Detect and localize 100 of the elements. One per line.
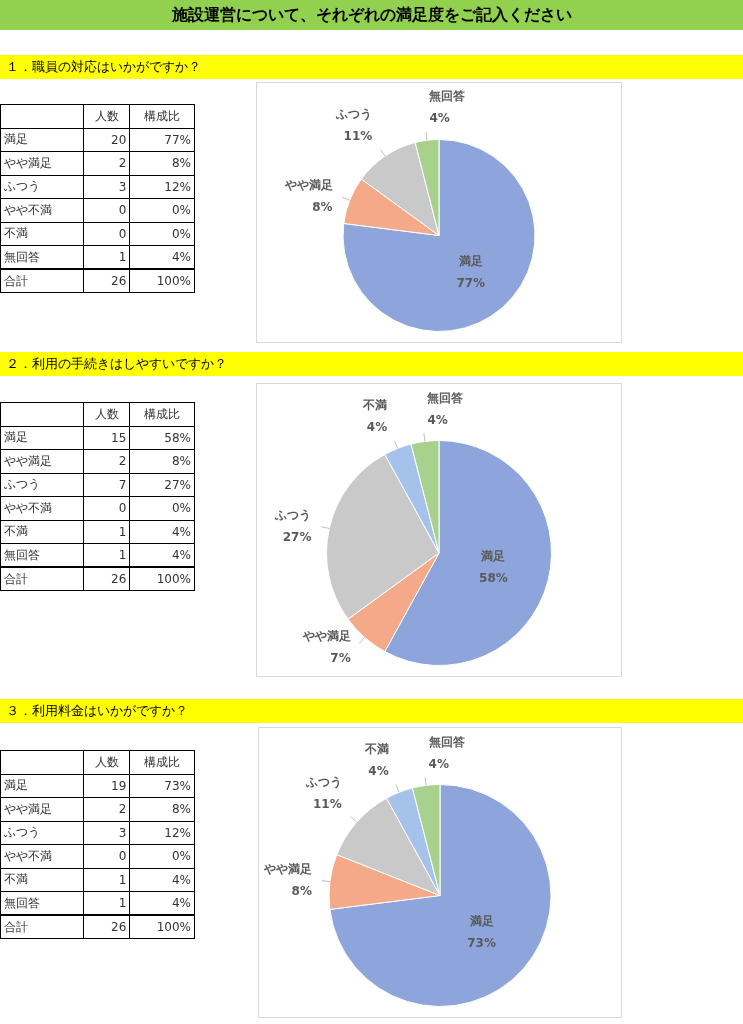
data-label: 4%: [428, 756, 449, 771]
data-label: 20: [83, 128, 130, 152]
slice-label: 不満: [362, 398, 388, 413]
slice-label: ふつう: [274, 507, 312, 522]
category-label: 無回答: [0, 543, 84, 567]
data-label: 11%: [343, 129, 373, 144]
data-label: 19: [83, 774, 130, 798]
data-label: 73%: [129, 774, 195, 798]
data-label: 100%: [129, 567, 195, 591]
data-label: 11%: [313, 797, 342, 812]
data-label: 26: [83, 915, 130, 939]
data-label: 2: [83, 151, 130, 175]
data-label: 77%: [456, 275, 486, 290]
data-label: 27%: [282, 529, 312, 544]
category-label: ふつう: [0, 821, 84, 845]
legend-label: 構成比: [129, 402, 195, 426]
slice-label: やや満足: [301, 628, 351, 643]
slice-label: やや満足: [283, 177, 333, 192]
data-label: 100%: [129, 269, 195, 293]
category-label: 満足: [0, 774, 84, 798]
data-label: 7: [83, 473, 130, 497]
data-label: 26: [83, 269, 130, 293]
data-label: 8%: [291, 884, 312, 899]
data-label: 8%: [312, 199, 333, 214]
legend-label: 構成比: [129, 104, 195, 128]
data-label: 8%: [129, 797, 195, 821]
data-label: 27%: [129, 473, 195, 497]
text: 施設運営について、それぞれの満足度をご記入ください: [0, 0, 743, 30]
data-label: 4%: [129, 520, 195, 544]
category-label: 不満: [0, 868, 84, 892]
data-label: 1: [83, 245, 130, 269]
data-label: 8%: [129, 449, 195, 473]
data-label: 0: [83, 496, 130, 520]
data-label: 1: [83, 891, 130, 915]
slice-label: 満足: [468, 914, 494, 929]
data-label: 4%: [368, 764, 389, 779]
category-label: 合計: [0, 567, 84, 591]
text: １．職員の対応はいかがですか？: [0, 55, 743, 79]
slice-label: 無回答: [428, 89, 467, 104]
data-label: 1: [83, 543, 130, 567]
data-label: 3: [83, 175, 130, 199]
data-label: 58%: [479, 571, 508, 586]
text: 人数: [83, 402, 130, 426]
data-label: 100%: [129, 915, 195, 939]
category-label: やや満足: [0, 151, 84, 175]
slice-label: 満足: [480, 549, 506, 564]
category-label: 満足: [0, 426, 84, 450]
slice-label: 満足: [457, 253, 483, 268]
data-label: 2: [83, 797, 130, 821]
category-label: やや満足: [0, 797, 84, 821]
data-label: 77%: [129, 128, 195, 152]
category-label: 不満: [0, 222, 84, 246]
category-label: ふつう: [0, 175, 84, 199]
data-label: 0: [83, 222, 130, 246]
data-label: 1: [83, 520, 130, 544]
data-label: 3: [83, 821, 130, 845]
data-label: 12%: [129, 821, 195, 845]
data-label: 4%: [129, 245, 195, 269]
category-label: やや不満: [0, 844, 84, 868]
slice-label: 無回答: [426, 390, 465, 405]
data-label: 4%: [429, 111, 450, 126]
slice-label: やや満足: [262, 862, 312, 877]
text: 人数: [83, 750, 130, 774]
data-label: 0%: [129, 198, 195, 222]
slice-label: ふつう: [304, 775, 342, 790]
category-label: やや満足: [0, 449, 84, 473]
data-label: 4%: [129, 543, 195, 567]
category-label: 合計: [0, 915, 84, 939]
data-label: 0: [83, 844, 130, 868]
data-label: 8%: [129, 151, 195, 175]
slice-label: 無回答: [427, 734, 466, 749]
text: 人数: [83, 104, 130, 128]
legend-label: 構成比: [129, 750, 195, 774]
data-label: 7%: [330, 650, 351, 665]
data-label: 4%: [366, 420, 388, 435]
data-label: 12%: [129, 175, 195, 199]
category-label: 不満: [0, 520, 84, 544]
data-label: 2: [83, 449, 130, 473]
category-label: 満足: [0, 128, 84, 152]
slice-label: ふつう: [335, 107, 373, 122]
category-label: やや不満: [0, 496, 84, 520]
data-label: 0%: [129, 222, 195, 246]
data-label: 0%: [129, 496, 195, 520]
category-label: やや不満: [0, 198, 84, 222]
data-label: 0: [83, 198, 130, 222]
data-label: 4%: [427, 412, 448, 427]
data-label: 1: [83, 868, 130, 892]
data-label: 4%: [129, 868, 195, 892]
category-label: 無回答: [0, 245, 84, 269]
category-label: 無回答: [0, 891, 84, 915]
data-label: 4%: [129, 891, 195, 915]
data-label: 26: [83, 567, 130, 591]
data-label: 15: [83, 426, 130, 450]
text: ２．利用の手続きはしやすいですか？: [0, 352, 743, 376]
category-label: ふつう: [0, 473, 84, 497]
slice-label: 不満: [363, 742, 389, 757]
data-label: 58%: [129, 426, 195, 450]
text: ３．利用料金はいかがですか？: [0, 699, 743, 723]
data-label: 0%: [129, 844, 195, 868]
data-label: 73%: [467, 936, 496, 951]
